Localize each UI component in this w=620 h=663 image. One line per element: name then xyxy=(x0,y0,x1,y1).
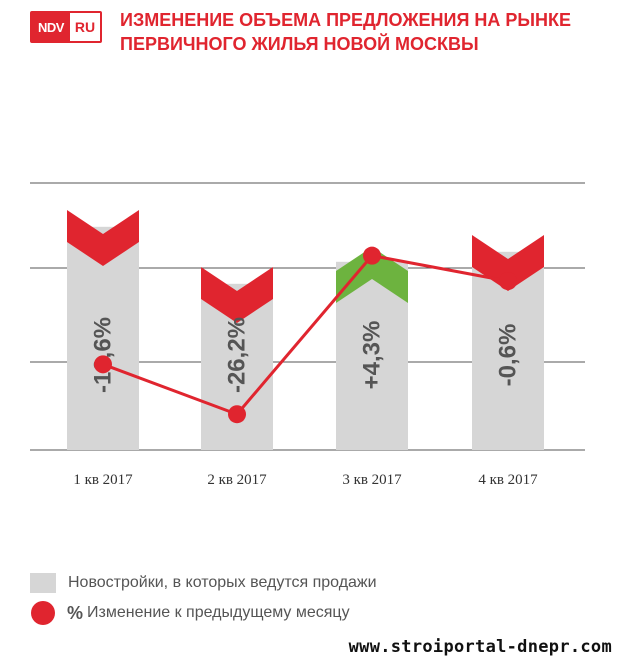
increase-chevron-3 xyxy=(336,247,408,303)
decrease-chevron-2 xyxy=(201,267,273,323)
logo-ru: RU xyxy=(74,19,96,35)
logo-ndv: NDV xyxy=(32,13,70,41)
watermark: www.stroiportal-dnepr.com xyxy=(348,637,612,657)
legend: Новостройки, в которых ведутся продажи %… xyxy=(30,568,377,628)
percent-point-4 xyxy=(499,272,517,291)
legend-bar-label: Новостройки, в которых ведутся продажи xyxy=(68,574,377,591)
percent-point-3 xyxy=(363,246,381,265)
decrease-chevron-1 xyxy=(67,210,139,266)
legend-item-line: % Изменение к предыдущему месяцу xyxy=(30,598,377,628)
percent-change-line xyxy=(102,254,509,416)
chart-title-line-1: ИЗМЕНЕНИЕ ОБЪЕМА ПРЕДЛОЖЕНИЯ НА РЫНКЕ xyxy=(120,10,572,30)
chart-area: -16,6% 1 кв 2017 -26,2% 2 кв 2017 +4,3% 3 кв … xyxy=(30,182,585,488)
chart-title: ИЗМЕНЕНИЕ ОБЪЕМА ПРЕДЛОЖЕНИЯ НА РЫНКЕ ПЕ… xyxy=(120,8,610,56)
ndv-logo: NDV RU xyxy=(30,11,102,43)
bar-value-label-4: -0,6% xyxy=(495,324,522,387)
percent-point-1 xyxy=(94,355,112,374)
x-tick-label-4: 4 кв 2017 xyxy=(478,472,538,488)
chart-title-line-2: ПЕРВИЧНОГО ЖИЛЬЯ НОВОЙ МОСКВЫ xyxy=(120,34,479,54)
legend-percent-symbol: % xyxy=(67,602,84,623)
x-tick-label-1: 1 кв 2017 xyxy=(73,472,133,488)
legend-item-bars: Новостройки, в которых ведутся продажи xyxy=(30,568,377,598)
legend-line-label: Изменение к предыдущему месяцу xyxy=(87,604,350,621)
legend-dot-swatch xyxy=(31,601,55,625)
percent-point-2 xyxy=(228,405,246,424)
x-tick-label-2: 2 кв 2017 xyxy=(207,472,267,488)
x-tick-label-3: 3 кв 2017 xyxy=(342,472,402,488)
bar-value-label-1: -16,6% xyxy=(90,317,117,393)
bar-value-label-2: -26,2% xyxy=(224,317,251,393)
legend-bar-swatch xyxy=(30,573,56,593)
bar-value-label-3: +4,3% xyxy=(359,321,386,390)
